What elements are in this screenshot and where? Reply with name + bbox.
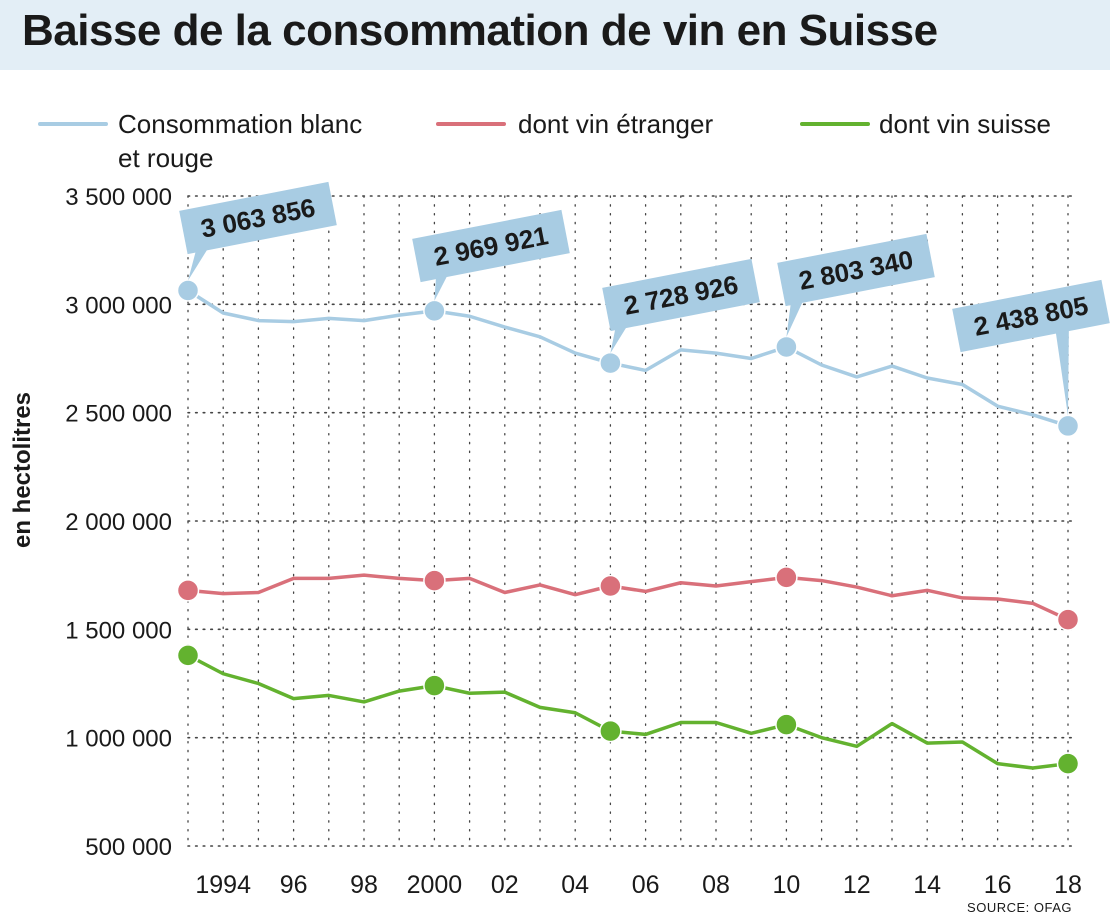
data-point [1056,608,1080,631]
series [176,644,1080,775]
y-tick-label: 3 500 000 [65,184,172,211]
y-tick-label: 2 500 000 [65,401,172,428]
callout-box [602,258,760,332]
source-note: SOURCE: OFAG [967,900,1072,915]
series-line [186,573,1070,622]
callout-tail [188,242,212,281]
data-point [599,574,622,598]
x-tick-label: 18 [1054,871,1082,899]
data-point [176,644,200,667]
callout: 2 969 921 [412,209,570,301]
series [176,566,1080,631]
data-point [775,335,798,359]
legend-label: dont vin étranger [518,109,713,139]
callout: 2 728 926 [602,258,760,354]
legend-label: Consommation blanc [118,109,362,139]
y-axis-title: en hectolitres [9,392,36,548]
y-tick-label: 3 000 000 [65,292,172,319]
data-point [176,279,200,302]
x-tick-label: 1994 [195,871,251,899]
x-tick-label: 2000 [407,871,463,899]
callout-box [777,233,935,307]
callout-box [952,279,1110,353]
x-tick-label: 10 [772,871,800,899]
x-tick-label: 14 [913,871,941,899]
data-point [775,566,798,589]
legend-entry: dont vin étranger [436,109,713,139]
y-tick-label: 500 000 [85,834,172,861]
callout: 2 803 340 [777,233,935,337]
y-tick-label: 1 000 000 [65,726,172,753]
y-tick-label: 2 000 000 [65,509,172,536]
x-tick-label: 04 [561,871,589,899]
callout-tail [786,295,806,337]
callout-box [179,181,337,255]
data-point [1056,752,1080,775]
data-point [599,719,622,743]
legend-label: dont vin suisse [879,109,1051,139]
x-tick-label: 12 [843,871,871,899]
series-line [186,288,1070,428]
callout-tail [1054,324,1069,416]
data-point [423,569,446,592]
data-point [1056,414,1080,438]
data-point [599,351,622,375]
x-tick-label: 08 [702,871,730,899]
data-point [423,299,446,323]
callout-box [412,209,570,283]
series [176,279,1080,438]
legend-label: et rouge [118,143,213,173]
chart-title: Baisse de la consommation de vin en Suis… [22,6,938,55]
y-tick-label: 1 500 000 [65,617,172,644]
x-tick-labels: 1994 96 98 2000 02 04 06 08 10 12 14 16 18 [195,871,1082,899]
series-line [186,653,1070,770]
legend-entry: dont vin suisse [800,109,1051,139]
x-tick-label: 98 [350,871,378,899]
x-tick-label: 06 [632,871,660,899]
horizontal-gridlines: 3 500 000 3 000 000 2 500 000 2 000 000 1 50… [65,184,1077,861]
callout: 3 063 856 [179,181,337,281]
data-point [775,713,798,736]
title-bar [0,0,1110,70]
callout: 2 438 805 [952,279,1110,416]
x-tick-label: 02 [491,871,519,899]
legend-entry: Consommation blanc et rouge [38,109,362,173]
x-tick-label: 16 [984,871,1012,899]
x-tick-label: 96 [280,871,308,899]
data-point [176,579,200,602]
data-point [423,674,446,697]
